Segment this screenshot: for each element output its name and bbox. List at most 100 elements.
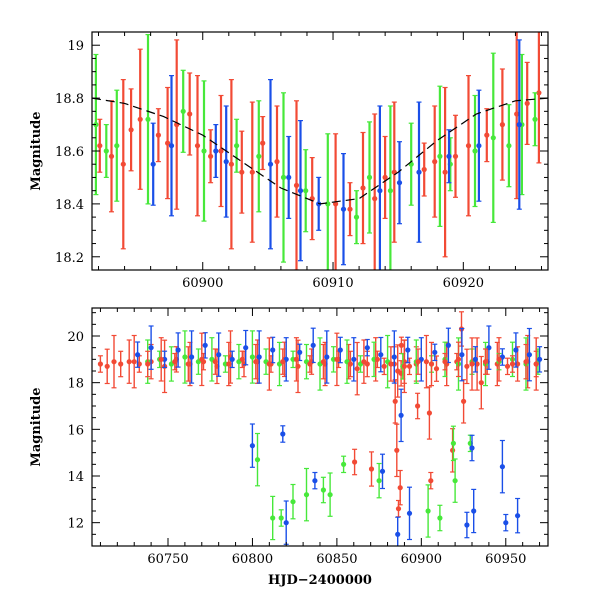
y-tick-label: 16 <box>67 423 84 438</box>
red_overlay-point <box>347 361 353 367</box>
red_overlay-point <box>415 359 421 365</box>
red-point <box>333 201 339 207</box>
blue-point <box>340 206 347 212</box>
red-point <box>442 169 448 175</box>
red_overlay-point <box>172 359 178 365</box>
red-point <box>128 127 134 133</box>
green-point <box>452 478 458 484</box>
blue-point <box>464 522 470 528</box>
red-point <box>354 366 360 372</box>
green-point <box>254 457 261 463</box>
red_overlay-point <box>401 363 407 369</box>
blue-point <box>283 520 289 526</box>
red-point <box>415 403 421 409</box>
red-point <box>368 466 375 472</box>
blue-point <box>189 354 195 360</box>
red-point <box>514 111 520 117</box>
blue-point <box>312 478 318 484</box>
red-point <box>239 169 245 175</box>
red-point <box>392 398 398 404</box>
red-point <box>293 182 300 188</box>
green-point <box>270 515 276 521</box>
red-point <box>433 366 440 372</box>
blue-point <box>150 161 156 167</box>
x-tick-label: 60920 <box>443 276 484 291</box>
red-point <box>108 153 115 159</box>
blue-point <box>377 188 383 194</box>
red_overlay-point <box>185 361 191 367</box>
red_overlay-point <box>226 361 232 367</box>
red-point <box>208 153 214 159</box>
red-point <box>478 380 484 386</box>
red-point <box>397 485 403 491</box>
green-point <box>490 135 496 141</box>
red_overlay-point <box>131 359 137 365</box>
red-point <box>360 185 366 191</box>
red_overlay-point <box>212 359 218 365</box>
red-point <box>381 363 387 369</box>
model-curve <box>92 97 548 205</box>
red_overlay-point <box>334 356 340 362</box>
blue-point <box>213 148 219 154</box>
red-point <box>465 143 472 149</box>
blue-point <box>405 347 411 353</box>
red_overlay-point <box>523 359 529 365</box>
red_overlay-point <box>374 356 380 362</box>
blue-point <box>297 188 304 194</box>
blue-point <box>476 143 482 149</box>
blue-point <box>256 354 262 360</box>
red-point <box>423 359 429 365</box>
green-point <box>303 188 309 194</box>
blue-point <box>396 180 403 186</box>
green-point <box>506 143 512 149</box>
green-point <box>366 174 373 180</box>
blue-point <box>267 161 274 167</box>
blue-point <box>406 510 413 516</box>
red-point <box>97 143 103 149</box>
red_overlay-point <box>293 356 299 362</box>
blue-point <box>471 508 477 514</box>
red-point <box>452 153 459 159</box>
axes: 60900 60910 60920 18.2 18.4 18.6 18.8 19 Magnitu… <box>29 31 549 588</box>
blue-point <box>379 468 386 474</box>
blue-point <box>513 347 519 353</box>
green-point <box>327 492 333 498</box>
green-point <box>201 148 207 154</box>
blue-point <box>337 347 343 353</box>
red-point <box>426 410 432 416</box>
red-point <box>484 132 490 138</box>
red-point <box>218 148 224 154</box>
red-point <box>524 100 530 106</box>
blue-point <box>175 347 181 353</box>
x-tick-label: 60750 <box>147 552 188 567</box>
blue-point <box>445 342 451 348</box>
bot-xlabel: HJD−2400000 <box>268 573 372 588</box>
blue-point <box>351 356 357 362</box>
red_overlay-point <box>199 356 205 362</box>
blue-point <box>503 520 509 526</box>
red-point <box>372 196 378 202</box>
blue-point <box>537 356 543 362</box>
blue-point <box>135 352 141 358</box>
bot-ylabel: Magnitude <box>29 387 44 466</box>
blue-point <box>472 356 478 362</box>
green-point <box>103 148 109 154</box>
top-ylabel: Magnitude <box>29 111 44 190</box>
blue-point <box>446 153 452 159</box>
red-point <box>249 169 255 175</box>
red-point <box>111 359 117 365</box>
red_overlay-point <box>266 361 272 367</box>
red-point <box>347 206 353 212</box>
blue-point <box>243 345 249 351</box>
green-point <box>256 153 262 159</box>
blue-point <box>516 122 522 128</box>
blue-point <box>515 513 521 519</box>
green-point <box>472 148 478 154</box>
green-point <box>234 143 240 149</box>
blue-point <box>229 356 235 362</box>
blue-point <box>310 342 316 348</box>
green-point <box>532 116 538 122</box>
blue-point <box>270 347 276 353</box>
green-point <box>278 515 284 521</box>
